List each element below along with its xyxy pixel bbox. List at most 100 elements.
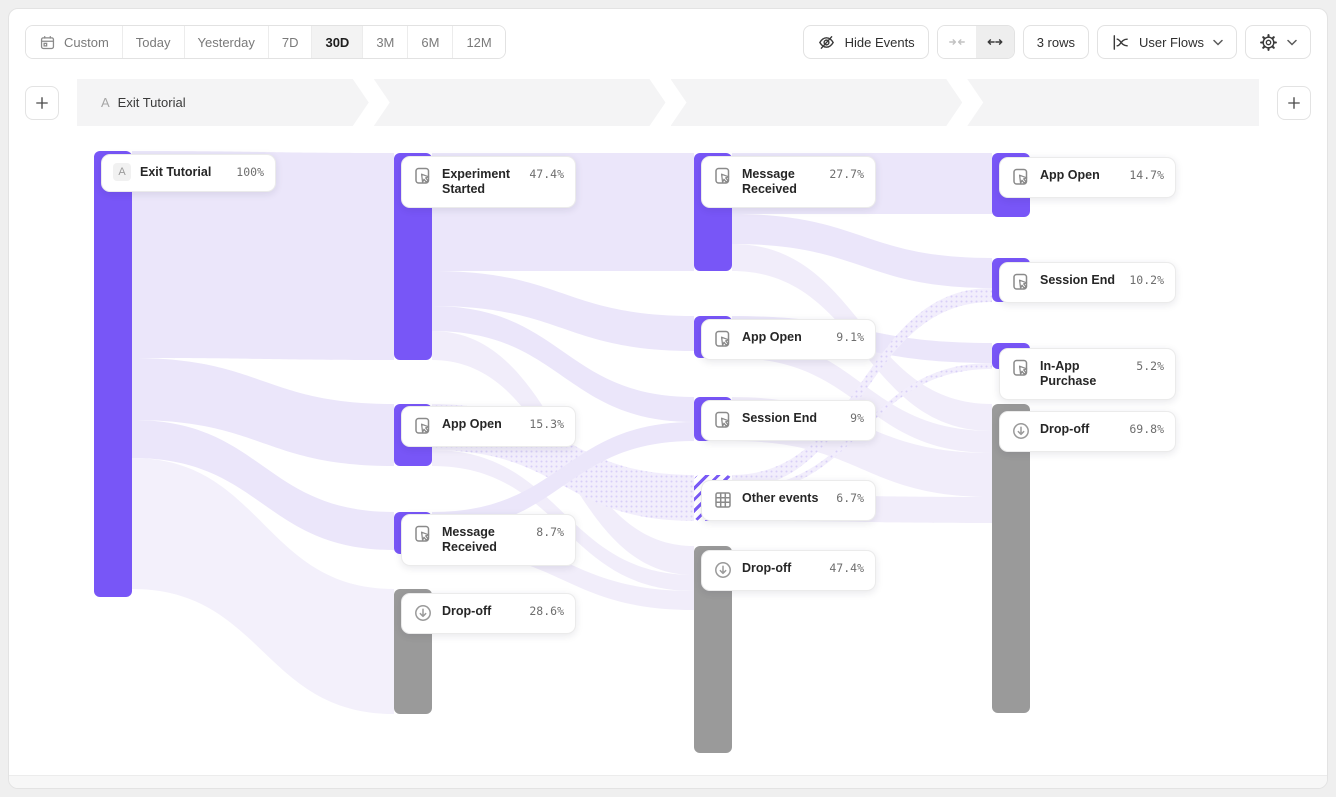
date-range-label: Today [135,34,171,50]
steps-bar: A Exit Tutorial [9,59,1327,126]
node-value: 27.7% [829,167,864,181]
sankey-canvas: A Exit Tutorial 100% Experiment Started … [9,9,1327,788]
node-value: 100% [236,165,264,179]
rows-count-label: 3 rows [1036,34,1075,50]
flow-node-experiment-started[interactable]: Experiment Started 47.4% [401,156,576,208]
sankey-bar-exit-tutorial[interactable] [94,151,132,597]
flow-node-message-received-2[interactable]: Message Received 8.7% [401,514,576,566]
settings-dropdown[interactable] [1245,25,1311,59]
add-step-end-button[interactable] [1277,85,1311,120]
flow-ribbon [132,358,394,466]
sankey-bar-dropoff-4[interactable] [992,404,1030,713]
flow-ribbon [132,420,394,550]
chevron-down-icon [1287,39,1297,46]
flow-node-session-end-4[interactable]: Session End 10.2% [999,262,1176,303]
flow-ribbon [732,288,992,489]
node-label: App Open [442,417,502,431]
plus-icon [34,95,50,111]
arrows-outward-icon [986,33,1004,51]
node-label: Other events [742,491,819,505]
date-range-label: Yesterday [197,34,255,50]
add-step-start-button[interactable] [25,85,59,120]
date-range-yesterday[interactable]: Yesterday [184,26,269,58]
event-icon [713,410,733,430]
flow-node-message-received-3[interactable]: Message Received 27.7% [701,156,876,208]
expand-columns-button[interactable] [975,26,1014,58]
step-prefix: A [101,95,110,110]
date-range-selector: Custom Today Yesterday 7D 30D 3M 6M 12M [25,25,506,59]
date-range-today[interactable]: Today [122,26,185,58]
node-value: 28.6% [529,604,564,618]
node-label: In-App Purchase [1040,359,1097,388]
collapse-columns-button[interactable] [937,26,976,58]
arrows-inward-icon [948,33,966,51]
rows-count-button[interactable]: 3 rows [1022,25,1089,59]
event-icon [1011,358,1031,378]
node-value: 6.7% [836,491,864,505]
step-segment-3[interactable] [671,79,963,126]
step-a-badge: A [113,163,131,181]
step-title: Exit Tutorial [117,95,186,110]
flow-node-dropoff-4[interactable]: Drop-off 69.8% [999,411,1176,452]
node-value: 9% [850,411,864,425]
hide-events-button[interactable]: Hide Events [802,25,929,59]
date-range-12m[interactable]: 12M [453,26,505,58]
top-toolbar: Custom Today Yesterday 7D 30D 3M 6M 12M … [9,9,1327,59]
flow-ribbon [432,271,694,351]
event-icon [1011,167,1031,187]
event-icon [413,166,433,186]
node-value: 47.4% [829,561,864,575]
node-value: 10.2% [1129,273,1164,287]
drop-off-icon [413,603,433,623]
chevron-down-icon [1213,39,1223,46]
flow-node-exit-tutorial[interactable]: A Exit Tutorial 100% [101,154,276,192]
drop-off-icon [1011,421,1031,441]
date-range-label: 30D [325,34,350,50]
node-label: Session End [742,411,818,425]
date-range-7d[interactable]: 7D [268,26,313,58]
event-icon [413,416,433,436]
step-segment-4[interactable] [967,79,1259,126]
node-label: App Open [1040,168,1100,182]
flow-node-other-events-3[interactable]: Other events 6.7% [701,480,876,521]
drop-off-icon [713,560,733,580]
flow-node-app-open-4[interactable]: App Open 14.7% [999,157,1176,198]
event-icon [713,329,733,349]
flow-node-app-open-2[interactable]: App Open 15.3% [401,406,576,447]
footer-bar [9,775,1327,788]
view-type-label: User Flows [1138,34,1204,50]
date-range-30d[interactable]: 30D [312,26,364,58]
flow-node-dropoff-3[interactable]: Drop-off 47.4% [701,550,876,591]
flow-node-session-end-3[interactable]: Session End 9% [701,400,876,441]
user-flows-icon [1111,33,1130,52]
view-type-dropdown[interactable]: User Flows [1096,25,1237,59]
flow-node-dropoff-2[interactable]: Drop-off 28.6% [401,593,576,634]
step-segment-2[interactable] [374,79,666,126]
date-range-3m[interactable]: 3M [363,26,409,58]
flow-ribbon [732,214,992,288]
node-value: 47.4% [529,167,564,181]
node-value: 8.7% [536,525,564,539]
date-range-label: Custom [64,34,109,50]
node-label: Message Received [742,167,797,196]
date-range-label: 12M [466,34,492,50]
calendar-icon [39,34,56,51]
node-label: Session End [1040,273,1116,287]
node-label: Exit Tutorial [140,165,212,179]
eye-off-icon [817,33,836,52]
toolbar-right-group: Hide Events [802,25,1311,59]
date-range-custom[interactable]: Custom [26,26,123,58]
step-segment-1[interactable]: A Exit Tutorial [77,79,369,126]
plus-icon [1286,95,1302,111]
node-label: Drop-off [1040,422,1090,436]
grid-icon [713,490,733,510]
flow-ribbon [132,458,394,714]
event-icon [713,166,733,186]
flow-ribbon [432,422,694,531]
date-range-6m[interactable]: 6M [408,26,454,58]
flow-node-in-app-purchase-4[interactable]: In-App Purchase 5.2% [999,348,1176,400]
node-value: 15.3% [529,417,564,431]
event-icon [413,524,433,544]
flow-node-app-open-3[interactable]: App Open 9.1% [701,319,876,360]
node-label: Experiment Started [442,167,511,196]
